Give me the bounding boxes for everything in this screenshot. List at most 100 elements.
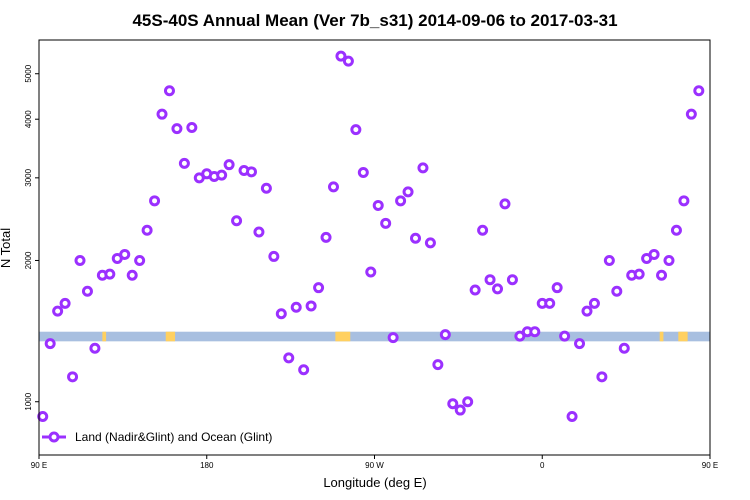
land-band-segment xyxy=(659,331,664,342)
data-point xyxy=(104,268,116,280)
data-point xyxy=(447,398,459,410)
data-point xyxy=(506,274,518,286)
land-band-segment xyxy=(165,331,176,342)
data-point xyxy=(395,195,407,207)
data-point xyxy=(81,285,93,297)
data-point xyxy=(588,297,600,309)
data-point xyxy=(611,285,623,297)
data-point xyxy=(492,283,504,295)
data-point xyxy=(37,411,49,423)
data-point xyxy=(268,250,280,262)
data-point xyxy=(245,166,257,178)
data-points xyxy=(37,50,705,423)
data-point xyxy=(529,326,541,338)
y-tick-label: 3000 xyxy=(24,168,33,186)
x-tick-label: 90 E xyxy=(702,461,718,470)
x-tick-label: 0 xyxy=(540,461,545,470)
x-tick-label: 90 W xyxy=(365,461,384,470)
data-point xyxy=(656,269,668,281)
data-point xyxy=(260,182,272,194)
data-point xyxy=(432,359,444,371)
data-point xyxy=(581,305,593,317)
land-band-segment xyxy=(678,331,688,342)
plot-frame xyxy=(38,39,711,456)
data-point xyxy=(693,85,705,97)
data-point xyxy=(424,237,436,249)
data-point xyxy=(67,371,79,383)
y-tick-label: 1000 xyxy=(24,392,33,410)
data-point xyxy=(469,284,481,296)
data-point xyxy=(327,181,339,193)
data-point xyxy=(253,226,265,238)
x-tick-label: 90 E xyxy=(31,461,47,470)
data-point xyxy=(633,268,645,280)
data-point xyxy=(566,411,578,423)
x-axis: 90 E 180 90 W 0 90 E xyxy=(31,455,718,470)
data-point xyxy=(342,55,354,67)
data-point xyxy=(670,224,682,236)
land-band-segment xyxy=(102,331,107,342)
data-point xyxy=(186,122,198,134)
data-point xyxy=(596,371,608,383)
legend-marker xyxy=(48,431,60,443)
chart-title: 45S-40S Annual Mean (Ver 7b_s31) 2014-09… xyxy=(132,11,617,30)
data-point xyxy=(216,169,228,181)
data-point xyxy=(52,305,64,317)
data-point xyxy=(59,297,71,309)
data-point xyxy=(298,364,310,376)
data-point xyxy=(134,254,146,266)
land-mask-band xyxy=(39,331,710,342)
data-point xyxy=(663,254,675,266)
data-point xyxy=(357,166,369,178)
data-point xyxy=(499,198,511,210)
y-tick-label: 5000 xyxy=(24,64,33,82)
data-point xyxy=(290,301,302,313)
data-point xyxy=(454,404,466,416)
data-point xyxy=(380,217,392,229)
data-point xyxy=(44,338,56,350)
data-point xyxy=(365,266,377,278)
data-point xyxy=(89,342,101,354)
data-point xyxy=(231,215,243,227)
data-point xyxy=(477,224,489,236)
data-point xyxy=(305,300,317,312)
data-point xyxy=(350,124,362,136)
data-point xyxy=(163,85,175,97)
data-point xyxy=(178,157,190,169)
y-axis: 1000 2000 3000 4000 5000 xyxy=(24,64,39,411)
data-point xyxy=(574,338,586,350)
data-point xyxy=(648,248,660,260)
y-tick-label: 4000 xyxy=(24,110,33,128)
data-point xyxy=(685,108,697,120)
data-point xyxy=(439,329,451,341)
data-point xyxy=(149,195,161,207)
data-point xyxy=(417,162,429,174)
data-point xyxy=(603,254,615,266)
land-band-segment xyxy=(335,331,351,342)
data-point xyxy=(335,50,347,62)
data-point xyxy=(551,282,563,294)
data-point xyxy=(514,330,526,342)
data-point xyxy=(119,248,131,260)
y-tick-label: 2000 xyxy=(24,251,33,269)
data-point xyxy=(313,282,325,294)
data-point xyxy=(618,342,630,354)
data-point xyxy=(320,231,332,243)
data-point xyxy=(387,332,399,344)
y-axis-label: N Total xyxy=(0,228,13,268)
legend-entry: Land (Nadir&Glint) and Ocean (Glint) xyxy=(75,430,272,444)
data-point xyxy=(283,352,295,364)
data-point xyxy=(141,224,153,236)
data-point xyxy=(372,199,384,211)
data-point xyxy=(223,159,235,171)
ocean-band xyxy=(39,331,710,342)
data-point xyxy=(126,269,138,281)
data-point xyxy=(410,232,422,244)
data-point xyxy=(402,186,414,198)
data-point xyxy=(275,308,287,320)
data-point xyxy=(462,396,474,408)
x-axis-label: Longitude (deg E) xyxy=(323,475,426,490)
data-point xyxy=(484,274,496,286)
data-point xyxy=(171,123,183,135)
